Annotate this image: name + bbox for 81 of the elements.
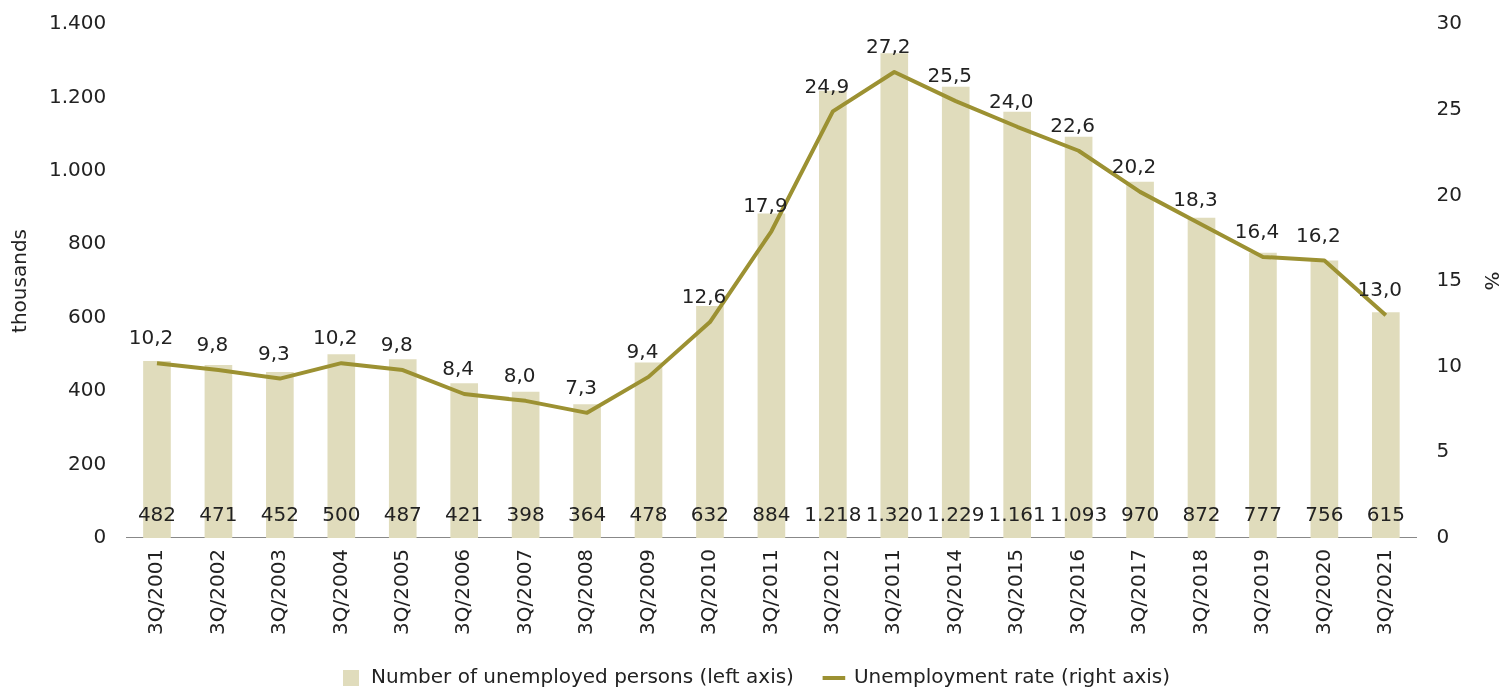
x-tick-label: 3Q/2018 bbox=[1187, 548, 1212, 636]
data-label: 482 bbox=[137, 502, 177, 527]
data-label: 1.229 bbox=[927, 502, 985, 527]
y-tick-label: 0 bbox=[93, 524, 107, 549]
x-tick-label: 3Q/2012 bbox=[819, 548, 844, 636]
data-label: 615 bbox=[1366, 502, 1405, 527]
data-label: 970 bbox=[1120, 502, 1160, 527]
y-tick-label: 1.000 bbox=[48, 157, 107, 182]
data-label: 398 bbox=[506, 502, 545, 527]
data-label: 8,0 bbox=[503, 363, 536, 388]
x-tick-label: 3Q/2009 bbox=[634, 548, 659, 636]
data-label: 10,2 bbox=[128, 325, 174, 350]
y2-tick-label: 30 bbox=[1436, 10, 1462, 35]
data-label: 1.161 bbox=[988, 502, 1046, 527]
x-tick-label: 3Q/2010 bbox=[696, 548, 721, 636]
x-tick-label: 3Q/2019 bbox=[1249, 548, 1274, 636]
data-label: 27,2 bbox=[866, 34, 911, 59]
y2-tick-label: 15 bbox=[1436, 267, 1462, 292]
y-tick-label: 1.200 bbox=[48, 83, 107, 108]
x-tick-label: 3Q/2014 bbox=[941, 548, 966, 636]
y2-tick-label: 20 bbox=[1436, 181, 1462, 206]
x-tick-label: 3Q/2020 bbox=[1310, 548, 1335, 636]
legend-label: Unemployment rate (right axis) bbox=[853, 664, 1170, 689]
legend-label: Number of unemployed persons (left axis) bbox=[371, 664, 794, 689]
y-axis-title: thousands bbox=[7, 229, 32, 333]
data-label: 12,6 bbox=[681, 284, 727, 309]
data-label: 632 bbox=[690, 502, 730, 527]
data-label: 777 bbox=[1243, 502, 1283, 527]
x-tick-label: 3Q/2021 bbox=[1372, 548, 1397, 636]
data-label: 18,3 bbox=[1173, 186, 1218, 211]
data-label: 9,3 bbox=[257, 340, 290, 365]
data-label: 364 bbox=[567, 502, 607, 527]
y-tick-label: 200 bbox=[68, 450, 107, 475]
data-label: 478 bbox=[629, 502, 668, 527]
data-label: 872 bbox=[1182, 502, 1221, 527]
x-tick-label: 3Q/2007 bbox=[511, 548, 536, 636]
x-tick-label: 3Q/2005 bbox=[388, 548, 413, 636]
data-label: 1.093 bbox=[1049, 502, 1108, 527]
y-tick-label: 800 bbox=[68, 230, 107, 255]
data-label: 421 bbox=[445, 502, 484, 527]
x-tick-label: 3Q/2008 bbox=[573, 548, 598, 636]
data-label: 452 bbox=[260, 502, 299, 527]
x-tick-label: 3Q/2017 bbox=[1126, 548, 1151, 636]
x-tick-label: 3Q/2001 bbox=[143, 548, 168, 636]
data-label: 16,2 bbox=[1296, 222, 1341, 247]
data-label: 471 bbox=[199, 502, 238, 527]
y2-tick-label: 0 bbox=[1436, 524, 1450, 549]
x-tick-label: 3Q/2006 bbox=[450, 548, 475, 636]
data-label: 24,9 bbox=[804, 73, 850, 98]
data-label: 500 bbox=[322, 502, 361, 527]
data-label: 16,4 bbox=[1234, 219, 1280, 244]
y2-tick-label: 5 bbox=[1436, 438, 1450, 463]
y-tick-label: 600 bbox=[68, 303, 107, 328]
x-tick-label: 3Q/2003 bbox=[266, 548, 291, 636]
y-tick-label: 400 bbox=[68, 377, 107, 402]
data-label: 24,0 bbox=[988, 88, 1034, 113]
x-tick-label: 3Q/2004 bbox=[327, 548, 352, 636]
data-label: 25,5 bbox=[927, 63, 972, 88]
y2-tick-label: 10 bbox=[1436, 352, 1462, 377]
y-tick-label: 1.400 bbox=[48, 10, 107, 35]
data-label: 487 bbox=[383, 502, 422, 527]
y2-axis-title: % bbox=[1479, 271, 1504, 291]
data-label: 884 bbox=[752, 502, 791, 527]
data-label: 9,8 bbox=[380, 332, 413, 357]
data-label: 20,2 bbox=[1111, 154, 1157, 179]
data-label: 9,4 bbox=[626, 339, 659, 364]
data-label: 22,6 bbox=[1050, 112, 1095, 137]
data-label: 756 bbox=[1305, 502, 1344, 527]
data-label: 9,8 bbox=[196, 332, 229, 357]
data-label: 7,3 bbox=[565, 375, 597, 400]
x-tick-label: 3Q/2011 bbox=[880, 548, 905, 636]
data-label: 1.320 bbox=[865, 502, 923, 527]
x-tick-label: 3Q/2016 bbox=[1064, 548, 1089, 636]
x-tick-label: 3Q/2015 bbox=[1003, 548, 1028, 636]
x-tick-label: 3Q/2011 bbox=[757, 548, 782, 636]
data-label: 10,2 bbox=[313, 325, 358, 350]
y2-tick-label: 25 bbox=[1436, 95, 1462, 120]
x-tick-label: 3Q/2002 bbox=[204, 548, 229, 636]
data-label: 1.218 bbox=[804, 502, 862, 527]
data-label: 13,0 bbox=[1357, 277, 1403, 302]
data-label: 8,4 bbox=[442, 356, 475, 381]
